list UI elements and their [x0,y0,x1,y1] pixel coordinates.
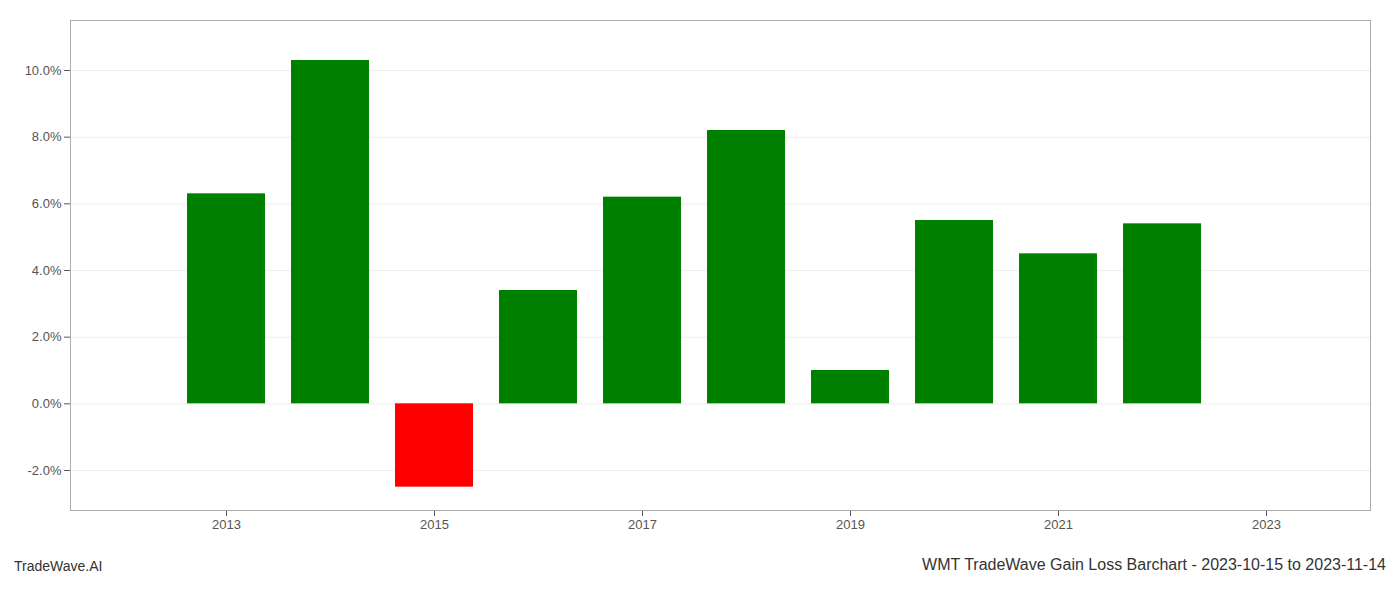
svg-text:10.0%: 10.0% [25,63,62,78]
svg-text:2013: 2013 [212,517,241,532]
html-text:TradeWave.AI: TradeWave.AI [14,558,103,574]
svg-text:4.0%: 4.0% [32,263,62,278]
svg-text:2017: 2017 [628,517,657,532]
svg-text:2021: 2021 [1044,517,1073,532]
html-text:WMT TradeWave Gain Loss Barcha: WMT TradeWave Gain Loss Barchart - 2023-… [922,556,1386,573]
svg-text:0.0%: 0.0% [32,396,62,411]
svg-text:2023: 2023 [1252,517,1281,532]
svg-text:6.0%: 6.0% [32,196,62,211]
svg-text:2019: 2019 [836,517,865,532]
svg-text:-2.0%: -2.0% [28,463,62,478]
svg-text:2015: 2015 [420,517,449,532]
svg-text:8.0%: 8.0% [32,129,62,144]
svg-text:2.0%: 2.0% [32,329,62,344]
